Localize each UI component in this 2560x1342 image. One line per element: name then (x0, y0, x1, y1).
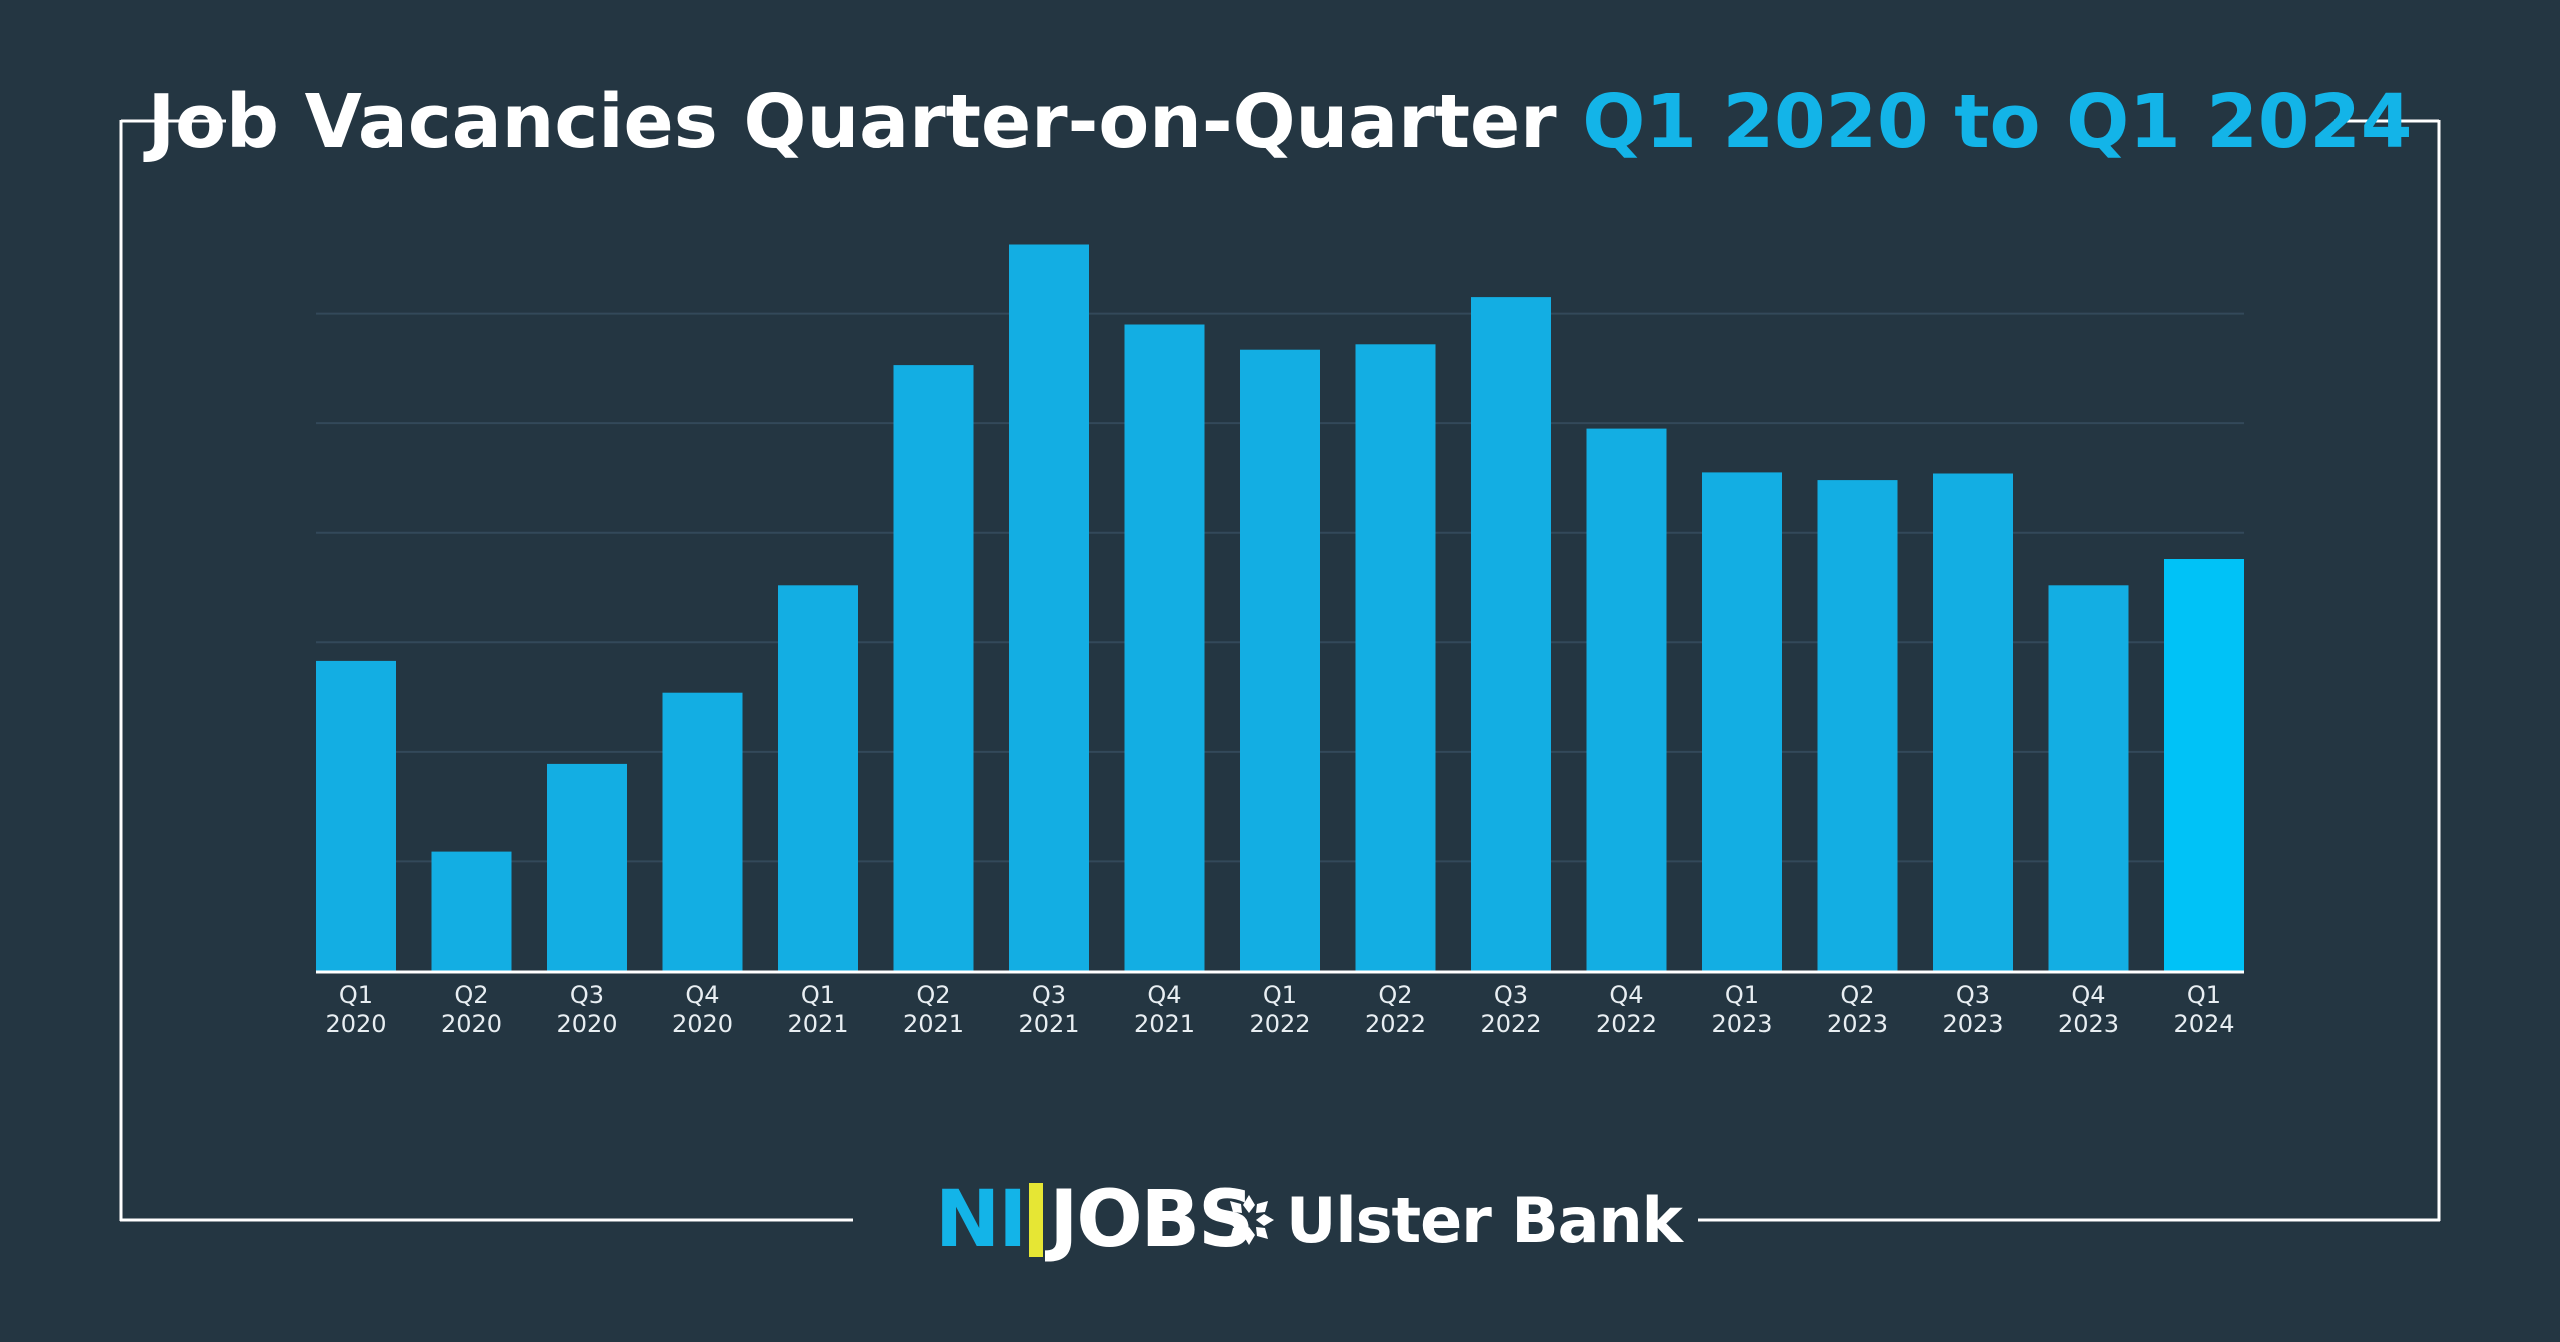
ulster-bank-logo: Ulster Bank (1222, 1170, 1683, 1270)
x-tick-quarter: Q1 (1725, 981, 1759, 1009)
x-tick-quarter: Q3 (1494, 981, 1528, 1009)
chart-title-accent: Q1 2020 to Q1 2024 (1582, 79, 2413, 165)
bar-q2-2021 (893, 365, 974, 972)
bar-q4-2022 (1586, 428, 1667, 972)
x-tick-year: 2021 (1018, 1010, 1079, 1038)
x-tick-year: 2023 (1711, 1010, 1772, 1038)
x-tick-quarter: Q2 (916, 981, 950, 1009)
ulster-bank-name: Ulster Bank (1286, 1183, 1683, 1257)
bar-q1-2024 (2164, 559, 2244, 971)
x-tick-quarter: Q4 (685, 981, 719, 1009)
x-tick-year: 2020 (441, 1010, 502, 1038)
bar-q1-2023 (1702, 472, 1782, 971)
ulster-bank-cross-icon (1224, 1195, 1274, 1245)
x-tick-label: Q1 2021 (787, 981, 848, 1038)
x-tick-quarter: Q1 (339, 981, 373, 1009)
x-tick-year: 2020 (556, 1010, 617, 1038)
x-tick-year: 2022 (1365, 1010, 1426, 1038)
x-tick-label: Q1 2020 (325, 981, 386, 1038)
x-tick-label: Q1 2024 (2173, 981, 2234, 1038)
x-tick-label: Q4 2020 (672, 981, 733, 1038)
nijobs-logo-jobs: JOBS (1049, 1175, 1254, 1265)
x-tick-quarter: Q4 (1609, 981, 1643, 1009)
bar-q3-2021 (1009, 244, 1089, 971)
chart-title-main: Job Vacancies Quarter-on-Quarter (147, 79, 1557, 165)
bar-q2-2022 (1355, 344, 1436, 971)
x-tick-label: Q1 2023 (1711, 981, 1772, 1038)
x-tick-quarter: Q2 (454, 981, 488, 1009)
x-tick-label: Q2 2020 (441, 981, 502, 1038)
x-tick-label: Q1 2022 (1249, 981, 1310, 1038)
x-tick-quarter: Q3 (570, 981, 604, 1009)
nijobs-logo: NI JOBS (935, 1170, 1254, 1270)
x-tick-year: 2023 (2058, 1010, 2119, 1038)
x-tick-label: Q3 2023 (1942, 981, 2003, 1038)
x-tick-label: Q2 2023 (1827, 981, 1888, 1038)
bar-q4-2023 (2048, 585, 2129, 971)
x-tick-quarter: Q2 (1840, 981, 1874, 1009)
x-tick-label: Q4 2023 (2058, 981, 2119, 1038)
x-tick-label: Q3 2021 (1018, 981, 1079, 1038)
bar-q1-2020 (316, 660, 396, 971)
bar-q3-2023 (1933, 473, 2013, 971)
x-tick-label: Q4 2022 (1596, 981, 1657, 1038)
x-tick-year: 2023 (1942, 1010, 2003, 1038)
bar-q2-2020 (431, 851, 512, 971)
x-tick-label: Q3 2020 (556, 981, 617, 1038)
x-tick-year: 2020 (325, 1010, 386, 1038)
x-tick-year: 2021 (787, 1010, 848, 1038)
chart-title: Job Vacancies Quarter-on-Quarter Q1 2020… (0, 72, 2560, 172)
bar-q1-2021 (778, 585, 858, 971)
x-tick-label: Q4 2021 (1134, 981, 1195, 1038)
nijobs-logo-ni: NI (935, 1175, 1027, 1265)
x-tick-year: 2023 (1827, 1010, 1888, 1038)
bar-q3-2020 (547, 763, 627, 971)
bar-q3-2022 (1471, 297, 1551, 972)
bar-layer (316, 244, 2244, 972)
x-tick-quarter: Q2 (1378, 981, 1412, 1009)
x-tick-year: 2022 (1596, 1010, 1657, 1038)
nijobs-logo-bar (1029, 1183, 1044, 1257)
x-tick-year: 2020 (672, 1010, 733, 1038)
x-tick-quarter: Q3 (1956, 981, 1990, 1009)
bar-q1-2022 (1240, 349, 1320, 971)
x-tick-quarter: Q3 (1032, 981, 1066, 1009)
x-tick-quarter: Q4 (2071, 981, 2105, 1009)
x-tick-label: Q3 2022 (1480, 981, 1541, 1038)
bar-q4-2020 (662, 692, 743, 971)
x-tick-year: 2021 (1134, 1010, 1195, 1038)
x-tick-year: 2022 (1249, 1010, 1310, 1038)
x-tick-label: Q2 2021 (903, 981, 964, 1038)
x-tick-year: 2024 (2173, 1010, 2234, 1038)
x-tick-label: Q2 2022 (1365, 981, 1426, 1038)
x-tick-quarter: Q1 (2187, 981, 2221, 1009)
x-tick-quarter: Q1 (1263, 981, 1297, 1009)
x-tick-quarter: Q1 (801, 981, 835, 1009)
x-tick-year: 2022 (1480, 1010, 1541, 1038)
bar-q2-2023 (1817, 480, 1898, 971)
footer-logos: NI JOBS Ulster Bank (0, 1170, 2560, 1270)
x-tick-quarter: Q4 (1147, 981, 1181, 1009)
bar-q4-2021 (1124, 324, 1205, 971)
x-tick-year: 2021 (903, 1010, 964, 1038)
